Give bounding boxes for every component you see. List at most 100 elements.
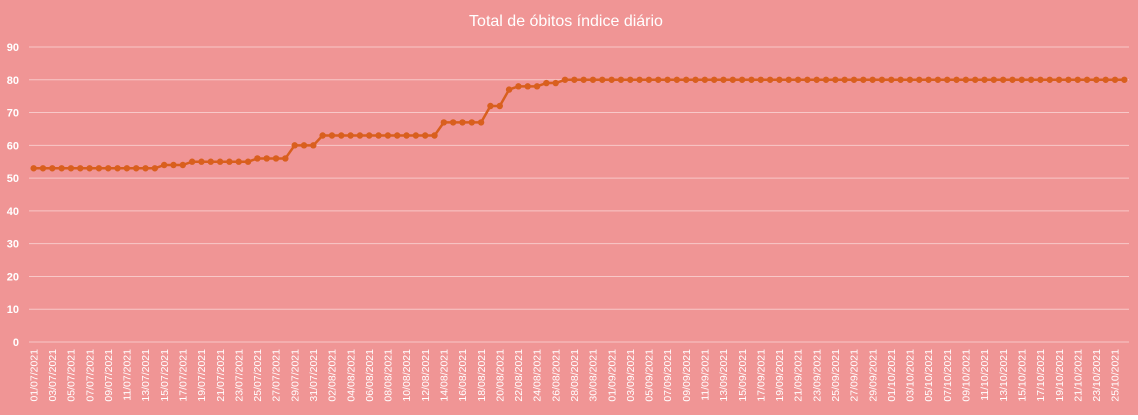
data-point <box>272 155 280 162</box>
data-point <box>412 132 420 139</box>
x-tick-label: 29/09/2021 <box>867 349 879 402</box>
x-tick-label: 17/10/2021 <box>1035 349 1047 402</box>
x-tick-label: 18/08/2021 <box>476 349 488 402</box>
x-tick-label: 13/07/2021 <box>140 349 152 402</box>
data-point <box>869 76 876 83</box>
data-point <box>794 76 802 83</box>
data-point <box>468 119 475 126</box>
data-point <box>356 132 364 139</box>
data-point <box>1046 76 1053 83</box>
x-tick-label: 10/08/2021 <box>401 349 413 402</box>
x-tick-label: 20/08/2021 <box>494 349 506 402</box>
data-point <box>198 158 205 165</box>
data-point <box>785 76 792 83</box>
x-tick-label: 24/08/2021 <box>532 349 544 402</box>
data-point <box>505 86 513 93</box>
x-tick-label: 05/07/2021 <box>66 349 78 402</box>
data-point <box>235 158 242 165</box>
x-tick-label: 19/09/2021 <box>774 349 786 402</box>
x-tick-label: 15/10/2021 <box>1016 349 1028 402</box>
data-point <box>720 76 727 83</box>
data-point <box>627 76 634 83</box>
x-tick-label: 15/09/2021 <box>737 349 749 402</box>
x-tick-label: 19/10/2021 <box>1054 349 1066 402</box>
data-point <box>729 76 737 83</box>
x-tick-label: 13/10/2021 <box>998 349 1010 402</box>
data-point <box>990 76 998 83</box>
data-point <box>981 76 988 83</box>
x-tick-label: 03/09/2021 <box>625 349 637 402</box>
data-point <box>748 76 755 83</box>
x-tick-label: 07/09/2021 <box>662 349 674 402</box>
data-point <box>999 76 1007 83</box>
data-point <box>254 155 261 162</box>
x-tick-label: 12/08/2021 <box>420 349 432 402</box>
y-tick-label: 20 <box>7 271 19 283</box>
x-tick-label: 08/08/2021 <box>383 349 395 402</box>
data-point <box>878 76 886 83</box>
x-tick-label: 01/07/2021 <box>28 349 40 402</box>
series-line-0 <box>33 78 1125 170</box>
x-tick-label: 17/09/2021 <box>755 349 767 402</box>
y-tick-label: 40 <box>7 206 19 218</box>
x-axis-tick-labels: 01/07/2021 03/07/2021 05/07/2021 07/07/2021… <box>28 349 1121 402</box>
x-tick-label: 28/08/2021 <box>569 349 581 402</box>
data-point <box>888 76 895 83</box>
data-point <box>133 165 140 172</box>
data-point <box>1055 76 1063 83</box>
data-point <box>543 79 550 87</box>
x-tick-label: 06/08/2021 <box>364 349 376 402</box>
x-tick-label: 14/08/2021 <box>439 349 451 402</box>
data-point <box>1111 76 1119 83</box>
data-point <box>589 76 597 83</box>
data-point <box>776 76 783 83</box>
data-point <box>515 83 522 90</box>
data-point <box>953 76 960 83</box>
data-point <box>319 132 326 139</box>
data-point <box>216 158 224 165</box>
x-tick-label: 19/07/2021 <box>196 349 208 402</box>
data-point <box>403 132 410 139</box>
x-tick-label: 21/10/2021 <box>1072 349 1084 402</box>
data-point <box>375 132 382 139</box>
x-tick-label: 23/10/2021 <box>1091 349 1103 402</box>
x-tick-label: 25/07/2021 <box>252 349 264 402</box>
data-point <box>906 76 914 83</box>
data-point <box>962 76 970 83</box>
data-point <box>67 165 75 172</box>
data-point <box>431 132 438 139</box>
data-point <box>384 132 392 139</box>
x-tick-label: 05/10/2021 <box>923 349 935 402</box>
y-tick-label: 80 <box>7 75 19 87</box>
data-point <box>608 76 615 83</box>
data-point <box>710 76 718 83</box>
x-tick-label: 31/07/2021 <box>308 349 320 402</box>
x-tick-label: 02/08/2021 <box>327 349 339 402</box>
data-point <box>86 165 93 172</box>
data-point <box>30 165 37 172</box>
data-point <box>1093 76 1100 83</box>
data-point <box>95 165 103 172</box>
data-point <box>804 76 811 83</box>
y-tick-label: 10 <box>7 304 19 316</box>
x-tick-label: 09/09/2021 <box>681 349 693 402</box>
y-tick-label: 30 <box>7 239 19 251</box>
data-point <box>282 155 289 162</box>
data-point <box>188 158 196 165</box>
data-point <box>440 119 448 126</box>
x-tick-label: 21/07/2021 <box>215 349 227 402</box>
series-layer <box>30 76 1128 172</box>
x-tick-label: 25/09/2021 <box>830 349 842 402</box>
data-point <box>347 132 354 139</box>
x-tick-label: 16/08/2021 <box>457 349 469 402</box>
data-point <box>300 142 308 149</box>
data-point <box>701 76 709 83</box>
data-point <box>533 83 541 90</box>
data-point <box>832 76 839 83</box>
data-point <box>552 79 559 87</box>
data-point <box>151 165 159 172</box>
x-tick-label: 11/07/2021 <box>122 349 134 401</box>
data-point <box>1037 76 1044 83</box>
